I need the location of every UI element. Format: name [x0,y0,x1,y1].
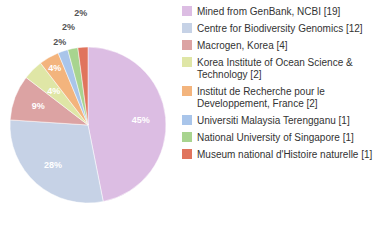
legend-swatch [182,23,192,33]
data-label: 9% [32,101,45,111]
legend-label-line: Mined from GenBank, NCBI [19] [197,6,341,17]
pie-slice [78,47,88,125]
legend-item: Mined from GenBank, NCBI [19] [182,6,341,17]
legend-label-line: National University of Singapore [1] [197,132,354,143]
pie-slice [88,47,166,202]
legend-swatch [182,6,192,16]
legend-item: Institut de Recherche pour leDeveloppeme… [182,86,325,109]
legend-label: National University of Singapore [1] [197,132,354,143]
legend-label: Korea Institute of Ocean Science &Techno… [197,57,353,80]
data-labels: 45%28%9%4%4%2%2%2% [32,8,150,170]
legend-label-line: Institut de Recherche pour le [197,86,325,97]
chart: 45%28%9%4%4%2%2%2%Mined from GenBank, NC… [0,0,380,240]
legend-swatch [182,132,192,142]
data-label: 2% [62,22,75,32]
legend-item: Museum national d'Histoire naturelle [1] [182,149,373,160]
legend-label: Macrogen, Korea [4] [197,40,288,51]
legend-swatch [182,86,192,96]
legend-item: National University of Singapore [1] [182,132,354,143]
data-label: 4% [48,63,61,73]
data-label: 4% [47,86,60,96]
pie-slice [10,120,103,203]
legend-label: Institut de Recherche pour leDeveloppeme… [197,86,325,109]
legend-item: Macrogen, Korea [4] [182,40,288,51]
legend-label-line: Technology [2] [197,69,262,80]
legend-label-line: Centre for Biodiversity Genomics [12] [197,23,363,34]
legend-swatch [182,57,192,67]
legend-swatch [182,115,192,125]
data-label: 2% [53,37,66,47]
legend-item: Centre for Biodiversity Genomics [12] [182,23,363,34]
legend-label: Centre for Biodiversity Genomics [12] [197,23,363,34]
data-label: 28% [44,160,62,170]
data-label: 45% [132,115,150,125]
legend-label-line: Macrogen, Korea [4] [197,40,288,51]
legend: Mined from GenBank, NCBI [19] Centre for … [182,6,373,160]
legend-label-line: Korea Institute of Ocean Science & [197,57,353,68]
legend-item: Universiti Malaysia Terengganu [1] [182,115,350,126]
legend-label-line: Developpement, France [2] [197,98,318,109]
data-label: 2% [74,8,87,18]
legend-swatch [182,149,192,159]
pie [10,47,166,203]
legend-item: Korea Institute of Ocean Science &Techno… [182,57,353,80]
legend-swatch [182,40,192,50]
legend-label-line: Universiti Malaysia Terengganu [1] [197,115,350,126]
legend-label: Museum national d'Histoire naturelle [1] [197,149,373,160]
pie-slice [68,48,88,125]
legend-label-line: Museum national d'Histoire naturelle [1] [197,149,373,160]
legend-label: Mined from GenBank, NCBI [19] [197,6,341,17]
legend-label: Universiti Malaysia Terengganu [1] [197,115,350,126]
